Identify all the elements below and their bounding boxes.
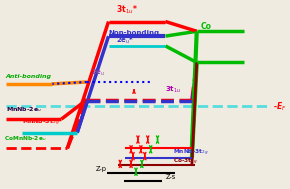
Text: CoMnNb-2e$_u$: CoMnNb-2e$_u$ (4, 135, 46, 143)
Text: MnNb-3t$_{2g}$: MnNb-3t$_{2g}$ (173, 148, 209, 158)
Text: 2e$_u$: 2e$_u$ (91, 68, 106, 78)
Text: Co: Co (201, 22, 212, 31)
Text: Non-bonding: Non-bonding (108, 30, 160, 36)
Text: MnNb-3t$_{2g}$: MnNb-3t$_{2g}$ (22, 118, 60, 128)
Text: Z-s: Z-s (165, 174, 176, 180)
Text: 3t$_{1u}$*: 3t$_{1u}$* (116, 3, 138, 16)
Text: 3t$_{1u}$: 3t$_{1u}$ (165, 84, 182, 95)
Text: -E$_F$: -E$_F$ (273, 100, 287, 113)
Text: MnNb-2e$_u$: MnNb-2e$_u$ (6, 105, 42, 114)
Text: Z-p: Z-p (96, 166, 106, 172)
Text: 2e$_u$*: 2e$_u$* (116, 36, 135, 46)
Text: Anti-bonding: Anti-bonding (6, 74, 52, 79)
Text: Co-3t$_{2g}$: Co-3t$_{2g}$ (173, 157, 198, 167)
